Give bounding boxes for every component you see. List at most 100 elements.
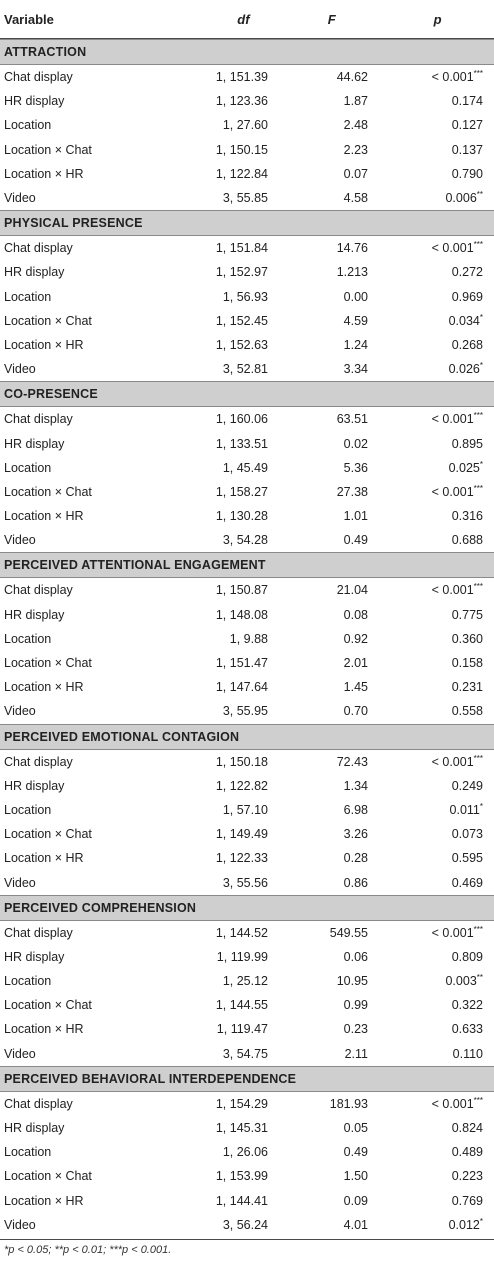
cell-variable: Location × HR: [4, 509, 84, 524]
cell-p: < 0.001***: [368, 68, 483, 84]
table-row: HR display 1, 119.99 0.06 0.809: [0, 945, 494, 969]
cell-df: 1, 119.99: [216, 949, 268, 964]
significance-stars: ***: [473, 411, 483, 421]
cell-p: 0.595: [368, 851, 483, 865]
significance-stars: ***: [473, 68, 483, 78]
cell-p: < 0.001***: [368, 754, 483, 769]
cell-variable: Location × Chat: [4, 313, 92, 328]
cell-df: 1, 151.84: [215, 241, 268, 256]
cell-df: 3, 54.28: [222, 533, 268, 548]
cell-p: 0.127: [368, 118, 483, 132]
cell-p: 0.231: [368, 680, 483, 694]
cell-variable: Chat display: [4, 241, 73, 256]
p-value: < 0.001: [431, 754, 474, 769]
cell-variable: Video: [4, 704, 36, 719]
p-value: 0.249: [451, 778, 483, 793]
cell-f: 3.26: [343, 827, 368, 842]
cell-variable: HR display: [4, 265, 65, 280]
cell-variable: Video: [4, 1046, 36, 1061]
cell-variable: Location × Chat: [4, 1169, 92, 1184]
header-df: df: [237, 11, 250, 27]
cell-variable: Chat display: [4, 1096, 73, 1111]
table-row: HR display 1, 123.36 1.87 0.174: [0, 89, 494, 113]
table-row: Video 3, 55.56 0.86 0.469: [0, 870, 494, 894]
cell-variable: HR display: [4, 436, 65, 451]
cell-variable: Location: [4, 631, 52, 646]
p-value: 0.824: [451, 1121, 483, 1136]
cell-p: 0.469: [368, 876, 483, 890]
table-row: Chat display 1, 151.39 44.62 < 0.001***: [0, 65, 494, 89]
cell-f: 2.23: [343, 142, 368, 157]
table-row: Chat display 1, 150.18 72.43 < 0.001***: [0, 750, 494, 774]
cell-f: 0.06: [343, 949, 368, 964]
p-value: < 0.001: [431, 412, 474, 427]
cell-p: < 0.001***: [368, 241, 483, 256]
cell-f: 72.43: [336, 754, 368, 769]
cell-df: 1, 150.87: [215, 583, 268, 598]
cell-df: 3, 55.95: [222, 704, 268, 719]
p-value: 0.769: [451, 1193, 483, 1208]
cell-variable: Location × Chat: [4, 827, 92, 842]
cell-df: 3, 55.56: [222, 875, 268, 890]
cell-f: 3.34: [343, 362, 368, 377]
cell-df: 1, 26.06: [222, 1145, 268, 1160]
cell-f: 4.58: [343, 191, 368, 206]
p-value: 0.174: [451, 94, 483, 109]
significance-stars: *: [479, 801, 483, 811]
table-row: Location 1, 26.06 0.49 0.489: [0, 1140, 494, 1164]
cell-f: 5.36: [343, 460, 368, 475]
cell-f: 1.45: [343, 680, 368, 695]
table-row: Video 3, 55.95 0.70 0.558: [0, 699, 494, 723]
p-value: 0.272: [451, 265, 483, 280]
table-body: ATTRACTION Chat display 1, 151.39 44.62 < 0.…: [0, 39, 494, 1237]
cell-p: 0.268: [368, 338, 483, 352]
cell-f: 1.213: [336, 265, 368, 280]
p-value: 0.969: [451, 289, 483, 304]
cell-variable: Location: [4, 460, 52, 475]
cell-df: 1, 158.27: [215, 484, 268, 499]
cell-variable: HR display: [4, 778, 65, 793]
cell-df: 1, 45.49: [222, 460, 268, 475]
cell-df: 1, 56.93: [222, 289, 268, 304]
table-row: Location × HR 1, 122.33 0.28 0.595: [0, 846, 494, 870]
p-value: 0.034: [448, 313, 480, 328]
cell-p: 0.073: [368, 827, 483, 841]
cell-f: 1.24: [343, 337, 368, 352]
table-header-row: Variable df F p: [0, 0, 494, 39]
cell-p: < 0.001***: [368, 925, 483, 940]
cell-variable: Location × HR: [4, 1022, 84, 1037]
cell-p: 0.688: [368, 533, 483, 547]
table-row: Chat display 1, 150.87 21.04 < 0.001***: [0, 578, 494, 602]
cell-f: 2.48: [343, 118, 368, 133]
cell-p: 0.316: [368, 509, 483, 523]
p-value: 0.006: [445, 191, 477, 206]
cell-df: 1, 153.99: [215, 1169, 268, 1184]
header-variable: Variable: [4, 11, 54, 27]
cell-df: 1, 57.10: [222, 802, 268, 817]
section-header: PHYSICAL PRESENCE: [0, 210, 494, 237]
p-value: 0.633: [451, 1022, 483, 1037]
table-bottom-rule: [0, 1238, 494, 1240]
table-row: Location × Chat 1, 150.15 2.23 0.137: [0, 138, 494, 162]
p-value: 0.012: [448, 1217, 480, 1232]
cell-df: 1, 152.97: [215, 265, 268, 280]
table-row: Location × HR 1, 122.84 0.07 0.790: [0, 162, 494, 186]
cell-df: 1, 150.15: [215, 142, 268, 157]
significance-stars: *: [479, 459, 483, 469]
cell-df: 1, 150.18: [215, 754, 268, 769]
table-row: Location × HR 1, 152.63 1.24 0.268: [0, 333, 494, 357]
p-value: < 0.001: [431, 1096, 474, 1111]
p-value: 0.489: [451, 1145, 483, 1160]
p-value: 0.688: [451, 533, 483, 548]
table-row: Video 3, 54.75 2.11 0.110: [0, 1042, 494, 1066]
cell-df: 1, 9.88: [229, 631, 268, 646]
significance-stars: *: [479, 1216, 483, 1226]
cell-df: 1, 27.60: [222, 118, 268, 133]
cell-f: 181.93: [329, 1096, 368, 1111]
table-row: Video 3, 54.28 0.49 0.688: [0, 528, 494, 552]
cell-p: 0.011*: [368, 801, 483, 817]
p-value: 0.360: [451, 631, 483, 646]
cell-variable: Chat display: [4, 583, 73, 598]
table-row: HR display 1, 122.82 1.34 0.249: [0, 774, 494, 798]
p-value: 0.137: [451, 142, 483, 157]
